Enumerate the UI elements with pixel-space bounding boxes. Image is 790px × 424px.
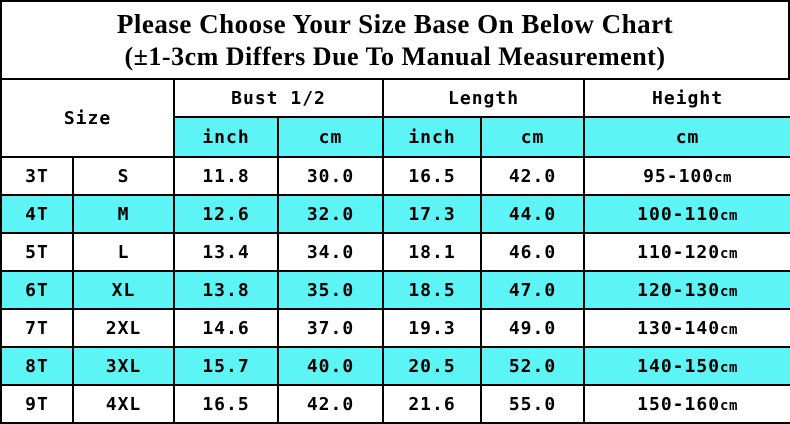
cell-bust-cm: 40.0 bbox=[277, 346, 385, 386]
chart-subtitle: (±1-3cm Differs Due To Manual Measuremen… bbox=[124, 41, 666, 71]
table-row-5t: 5T L 13.4 34.0 18.1 46.0 110-120cm bbox=[0, 232, 790, 272]
cell-age: 4T bbox=[0, 194, 74, 234]
cell-length-inch: 16.5 bbox=[382, 156, 483, 196]
cell-bust-inch: 15.7 bbox=[173, 346, 280, 386]
cell-length-cm: 47.0 bbox=[480, 270, 586, 310]
cell-bust-inch: 13.4 bbox=[173, 232, 280, 272]
cell-length-inch: 20.5 bbox=[382, 346, 483, 386]
header-bust: Bust 1/2 bbox=[173, 78, 385, 118]
cell-bust-cm: 32.0 bbox=[277, 194, 385, 234]
cell-size: 4XL bbox=[71, 384, 176, 424]
height-range: 95-100 bbox=[643, 165, 715, 187]
cell-length-cm: 52.0 bbox=[480, 346, 586, 386]
table-row-9t: 9T 4XL 16.5 42.0 21.6 55.0 150-160cm bbox=[0, 384, 790, 424]
cell-height: 130-140cm bbox=[583, 308, 790, 348]
cell-height: 95-100cm bbox=[583, 156, 790, 196]
cell-size: M bbox=[71, 194, 176, 234]
cell-length-cm: 46.0 bbox=[480, 232, 586, 272]
header-size: Size bbox=[0, 78, 176, 158]
table-row-4t: 4T M 12.6 32.0 17.3 44.0 100-110cm bbox=[0, 194, 790, 234]
cell-age: 8T bbox=[0, 346, 74, 386]
cell-size: 3XL bbox=[71, 346, 176, 386]
height-unit: cm bbox=[720, 321, 738, 338]
subheader-length-inch: inch bbox=[382, 116, 483, 158]
cell-age: 7T bbox=[0, 308, 74, 348]
chart-title-box: Please Choose Your Size Base On Below Ch… bbox=[0, 0, 790, 78]
cell-size: L bbox=[71, 232, 176, 272]
height-range: 110-120 bbox=[637, 241, 721, 263]
cell-bust-inch: 16.5 bbox=[173, 384, 280, 424]
chart-title: Please Choose Your Size Base On Below Ch… bbox=[116, 8, 674, 39]
height-unit: cm bbox=[714, 169, 732, 186]
table-row-3t: 3T S 11.8 30.0 16.5 42.0 95-100cm bbox=[0, 156, 790, 196]
cell-height: 100-110cm bbox=[583, 194, 790, 234]
subheader-bust-cm: cm bbox=[277, 116, 385, 158]
table-row-8t: 8T 3XL 15.7 40.0 20.5 52.0 140-150cm bbox=[0, 346, 790, 386]
header-row-groups: Size Bust 1/2 Length Height bbox=[0, 78, 790, 158]
height-unit: cm bbox=[720, 359, 738, 376]
height-range: 140-150 bbox=[637, 355, 721, 377]
subheader-bust-inch: inch bbox=[173, 116, 280, 158]
height-unit: cm bbox=[720, 283, 738, 300]
cell-height: 150-160cm bbox=[583, 384, 790, 424]
cell-bust-cm: 37.0 bbox=[277, 308, 385, 348]
cell-length-cm: 44.0 bbox=[480, 194, 586, 234]
cell-bust-cm: 42.0 bbox=[277, 384, 385, 424]
cell-length-inch: 18.1 bbox=[382, 232, 483, 272]
cell-age: 6T bbox=[0, 270, 74, 310]
cell-age: 9T bbox=[0, 384, 74, 424]
height-range: 100-110 bbox=[637, 203, 721, 225]
cell-length-cm: 42.0 bbox=[480, 156, 586, 196]
subheader-length-cm: cm bbox=[480, 116, 586, 158]
cell-length-cm: 49.0 bbox=[480, 308, 586, 348]
cell-size: S bbox=[71, 156, 176, 196]
cell-bust-cm: 30.0 bbox=[277, 156, 385, 196]
height-unit: cm bbox=[720, 245, 738, 262]
cell-size: 2XL bbox=[71, 308, 176, 348]
table-row-6t: 6T XL 13.8 35.0 18.5 47.0 120-130cm bbox=[0, 270, 790, 310]
header-height: Height bbox=[583, 78, 790, 118]
cell-length-inch: 17.3 bbox=[382, 194, 483, 234]
cell-age: 3T bbox=[0, 156, 74, 196]
height-range: 130-140 bbox=[637, 317, 721, 339]
cell-length-cm: 55.0 bbox=[480, 384, 586, 424]
cell-length-inch: 18.5 bbox=[382, 270, 483, 310]
cell-length-inch: 21.6 bbox=[382, 384, 483, 424]
height-range: 120-130 bbox=[637, 279, 721, 301]
cell-height: 120-130cm bbox=[583, 270, 790, 310]
cell-height: 110-120cm bbox=[583, 232, 790, 272]
cell-bust-inch: 14.6 bbox=[173, 308, 280, 348]
size-chart-table: Size Bust 1/2 Length Height inch cm inch… bbox=[0, 78, 790, 424]
cell-size: XL bbox=[71, 270, 176, 310]
table-row-7t: 7T 2XL 14.6 37.0 19.3 49.0 130-140cm bbox=[0, 308, 790, 348]
height-unit: cm bbox=[720, 207, 738, 224]
cell-bust-inch: 12.6 bbox=[173, 194, 280, 234]
header-length: Length bbox=[382, 78, 586, 118]
cell-bust-cm: 35.0 bbox=[277, 270, 385, 310]
cell-bust-inch: 13.8 bbox=[173, 270, 280, 310]
cell-bust-cm: 34.0 bbox=[277, 232, 385, 272]
cell-age: 5T bbox=[0, 232, 74, 272]
height-range: 150-160 bbox=[637, 393, 721, 415]
subheader-height-cm: cm bbox=[583, 116, 790, 158]
header-row-units: inch cm inch cm cm bbox=[1, 116, 790, 158]
height-unit: cm bbox=[720, 397, 738, 414]
cell-height: 140-150cm bbox=[583, 346, 790, 386]
cell-length-inch: 19.3 bbox=[382, 308, 483, 348]
cell-bust-inch: 11.8 bbox=[173, 156, 280, 196]
